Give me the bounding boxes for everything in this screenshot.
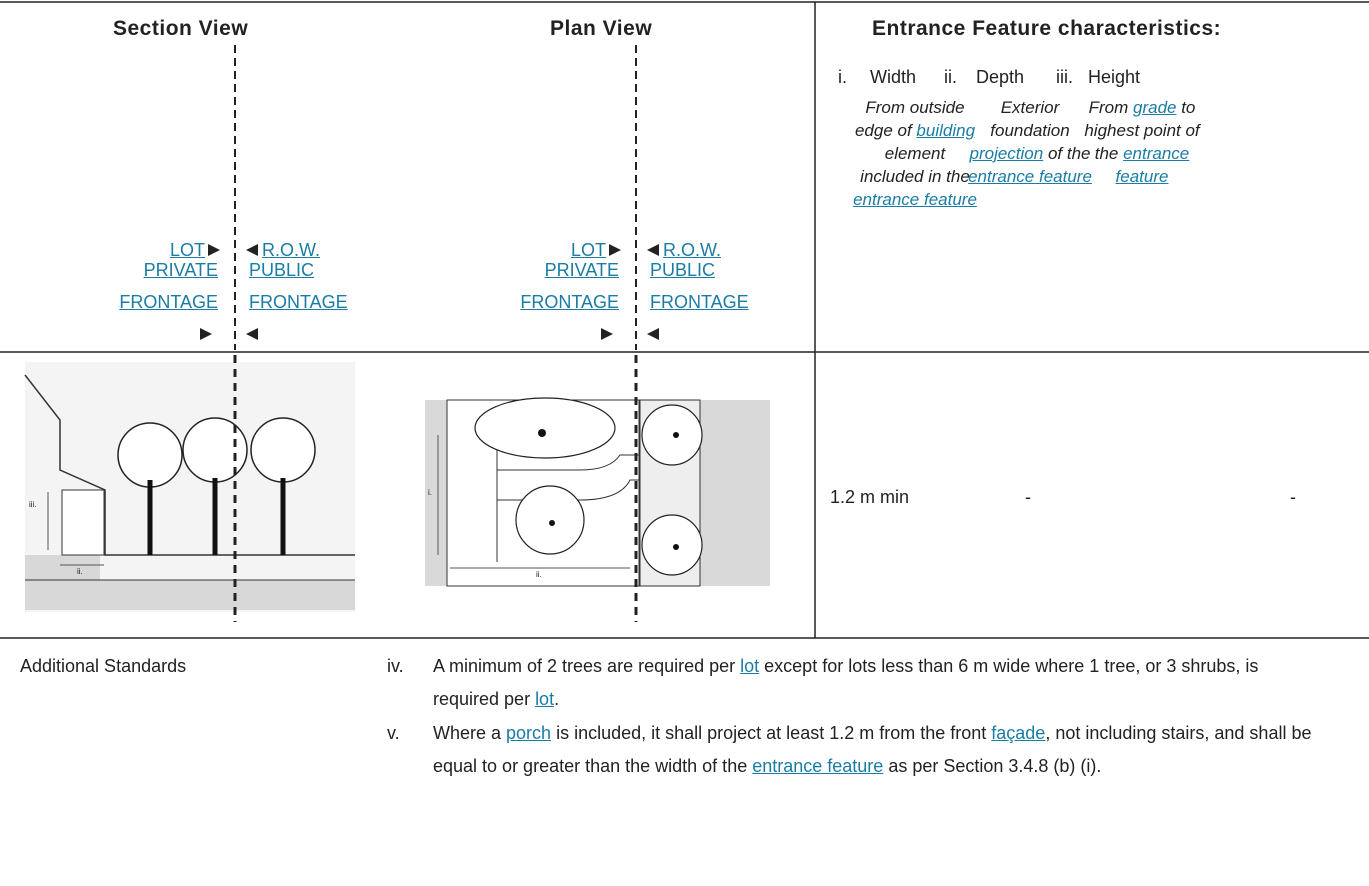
item-number: v. <box>387 723 400 743</box>
link[interactable]: entrance feature <box>752 756 884 776</box>
link[interactable]: façade <box>991 723 1046 743</box>
link[interactable]: building <box>916 121 976 140</box>
column-value: - <box>1025 487 1031 507</box>
column-description: From grade to highest point of the entra… <box>1079 96 1205 188</box>
column-value: 1.2 m min <box>830 487 910 507</box>
text: , not including stairs, and shall be equ… <box>433 723 1312 776</box>
link[interactable]: entrance feature <box>968 167 1092 186</box>
link[interactable]: LOT <box>570 240 606 260</box>
column-value: - <box>1290 487 1296 507</box>
link[interactable]: lot <box>535 689 555 709</box>
entrance-title: Entrance Feature characteristics: <box>872 17 1222 40</box>
column-number: iii. <box>1056 67 1073 87</box>
link[interactable]: PUBLIC FRONTAGE <box>650 260 749 312</box>
column-number: i. <box>838 67 847 87</box>
link[interactable]: LOT <box>169 240 205 260</box>
text: except for lots less than 6 m wide where… <box>433 656 1259 709</box>
section-drawing <box>24 362 355 612</box>
link[interactable]: entrance feature <box>853 190 977 209</box>
column-description: Exterior foundation projection of the en… <box>967 96 1093 188</box>
item-text: Where a porch is included, it shall proj… <box>433 717 1313 783</box>
text: A minimum of 2 trees are required per <box>433 656 741 676</box>
text: From <box>1088 98 1133 117</box>
image-label: i. <box>428 488 432 497</box>
image-label: ii. <box>77 567 83 576</box>
link[interactable]: projection <box>969 144 1044 163</box>
item-text: A minimum of 2 trees are required per lo… <box>433 650 1313 716</box>
link[interactable]: PRIVATE FRONTAGE <box>520 260 619 312</box>
text: element included in the <box>860 144 970 186</box>
link[interactable]: R.O.W. <box>262 240 320 260</box>
image-label: ii. <box>536 570 542 579</box>
column-description: From outside edge of building element in… <box>852 96 978 211</box>
column-label: Width <box>870 67 917 87</box>
column-label: Height <box>1088 67 1141 87</box>
text: Exterior foundation <box>990 98 1070 140</box>
text: . <box>554 689 560 709</box>
link[interactable]: PUBLIC FRONTAGE <box>249 260 348 312</box>
image-label: iii. <box>29 500 37 509</box>
section-title: Section View <box>113 17 249 40</box>
text: Where a <box>433 723 507 743</box>
link[interactable]: entrance feature <box>1115 144 1190 186</box>
column-label: Depth <box>976 67 1025 87</box>
plan-title: Plan View <box>550 17 653 40</box>
item-number: iv. <box>387 656 404 676</box>
text: From outside edge of <box>854 98 965 140</box>
link[interactable]: lot <box>740 656 760 676</box>
standards-label: Additional Standards <box>20 656 187 676</box>
link[interactable]: R.O.W. <box>663 240 721 260</box>
text: of the <box>1043 144 1091 163</box>
plan-drawing <box>425 397 770 587</box>
text: is included, it shall project at least 1… <box>551 723 992 743</box>
link[interactable]: PRIVATE FRONTAGE <box>119 260 218 312</box>
text: as per Section 3.4.8 (b) (i). <box>883 756 1102 776</box>
text: to highest point of the <box>1084 98 1200 163</box>
column-number: ii. <box>944 67 957 87</box>
link[interactable]: porch <box>506 723 552 743</box>
link[interactable]: grade <box>1133 98 1177 117</box>
